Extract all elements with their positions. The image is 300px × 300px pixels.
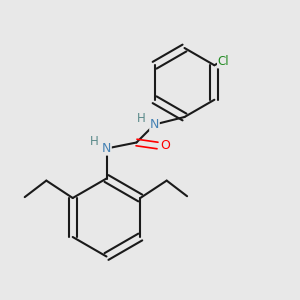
Text: N: N — [102, 142, 111, 155]
Text: Cl: Cl — [218, 55, 229, 68]
Text: N: N — [150, 118, 159, 131]
Text: O: O — [161, 139, 170, 152]
Text: H: H — [137, 112, 146, 125]
Text: H: H — [90, 135, 99, 148]
